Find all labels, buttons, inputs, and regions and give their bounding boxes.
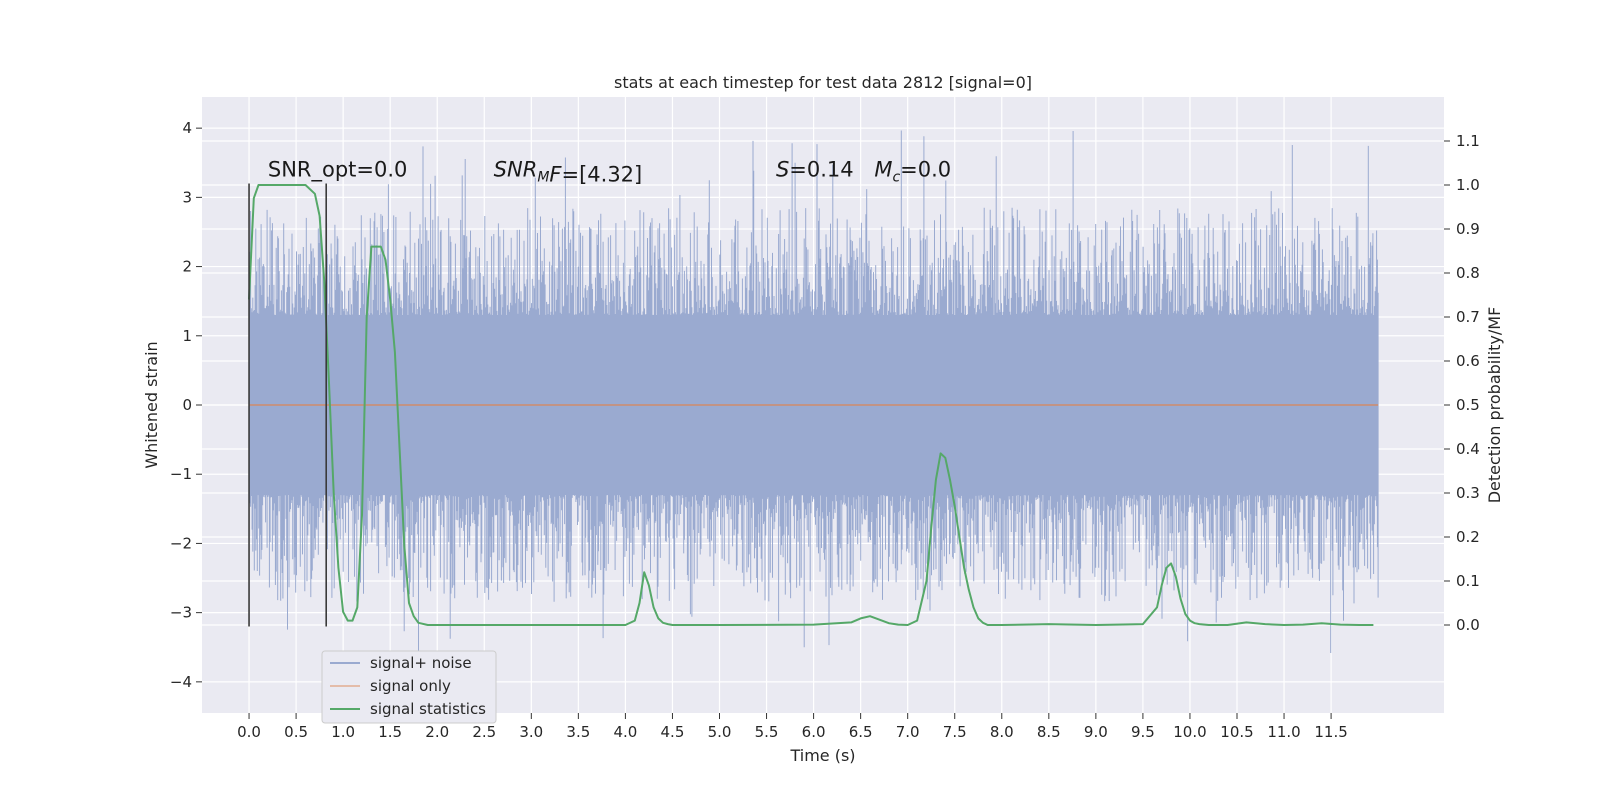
y-tick-label-right: 1.0 (1456, 176, 1480, 194)
annotation-snr-mf-sub: M (537, 170, 549, 186)
y-tick-label-left: −1 (170, 465, 192, 483)
x-tick-label: 0.0 (237, 723, 261, 741)
vertical-markers (248, 183, 328, 627)
y-tick-label-right: 0.6 (1456, 352, 1480, 370)
x-tick-label: 1.5 (378, 723, 402, 741)
x-tick-label: 7.5 (943, 723, 967, 741)
x-tick-label: 4.0 (613, 723, 637, 741)
legend-label-signal-statistics: signal statistics (370, 700, 486, 718)
y-tick-label-right: 0.8 (1456, 264, 1480, 282)
y-tick-label-left: 2 (182, 258, 192, 276)
annotation-s-mc: S=0.14 Mc=0.0 (776, 158, 951, 186)
x-tick-label: 10.0 (1173, 723, 1206, 741)
x-tick-label: 3.0 (519, 723, 543, 741)
y-tick-label-left: −4 (170, 673, 192, 691)
y-tick-label-right: 0.2 (1456, 528, 1480, 546)
annotation-mc-value: =0.0 (900, 158, 951, 182)
x-tick-label: 11.5 (1314, 723, 1347, 741)
legend: signal+ noise signal only signal statist… (321, 650, 497, 724)
x-tick-label: 11.0 (1267, 723, 1300, 741)
y-axis-right-ticks: 0.0 0.1 0.2 0.3 0.4 0.5 0.6 0.7 0.8 0.9 1.0 1.1 (1444, 132, 1480, 634)
x-axis-label: Time (s) (789, 746, 855, 765)
y-tick-label-right: 0.3 (1456, 484, 1480, 502)
signal-statistics-line (248, 184, 1374, 626)
x-tick-label: 9.0 (1084, 723, 1108, 741)
y-tick-label-left: −3 (170, 604, 192, 622)
y-tick-label-right: 1.1 (1456, 132, 1480, 150)
x-axis-ticks: 0.0 0.5 1.0 1.5 2.0 2.5 3.0 3.5 4.0 4.5 5.0 5.5 6.0 6… (237, 713, 1348, 741)
x-tick-label: 4.5 (661, 723, 685, 741)
x-tick-label: 2.5 (472, 723, 496, 741)
x-tick-label: 6.5 (849, 723, 873, 741)
x-tick-label: 8.0 (990, 723, 1014, 741)
x-tick-label: 5.0 (708, 723, 732, 741)
y-tick-label-right: 0.5 (1456, 396, 1480, 414)
x-tick-label: 10.5 (1220, 723, 1253, 741)
annotation-s-value: =0.14 (789, 158, 860, 182)
signal-statistics-series (248, 184, 1374, 626)
y-tick-label-right: 0.7 (1456, 308, 1480, 326)
x-tick-label: 2.0 (425, 723, 449, 741)
x-tick-label: 7.0 (896, 723, 920, 741)
legend-label-signal-noise: signal+ noise (370, 654, 472, 672)
legend-label-signal-only: signal only (370, 677, 451, 695)
y-axis-left-ticks: −4 −3 −2 −1 0 1 2 3 4 (170, 119, 202, 691)
annotation-snr-mf-num: =[4.32] (562, 163, 643, 187)
annotation-s-symbol: S (776, 158, 789, 182)
y-tick-label-right: 0.4 (1456, 440, 1480, 458)
y-axis-right-label: Detection probability/MF (1485, 307, 1504, 504)
annotations: SNR_opt=0.0 SNRMF=[4.32] S=0.14 Mc=0.0 (268, 158, 951, 187)
annotation-snr-mf: SNRMF=[4.32] (494, 158, 643, 187)
y-tick-label-right: 0.0 (1456, 616, 1480, 634)
y-tick-label-left: 4 (182, 119, 192, 137)
x-tick-label: 1.0 (331, 723, 355, 741)
annotation-snr-opt: SNR_opt=0.0 (268, 158, 408, 183)
annotation-snr-mf-base: SNR (494, 158, 538, 182)
y-tick-label-left: 1 (182, 327, 192, 345)
x-tick-label: 6.0 (802, 723, 826, 741)
y-tick-label-right: 0.1 (1456, 572, 1480, 590)
x-tick-label: 9.5 (1131, 723, 1155, 741)
legend-box (321, 650, 497, 724)
y-tick-label-left: −2 (170, 534, 192, 552)
y-tick-label-left: 3 (182, 188, 192, 206)
annotation-mc-sub: c (892, 170, 900, 186)
x-tick-label: 8.5 (1037, 723, 1061, 741)
y-axis-left-label: Whitened strain (142, 341, 161, 468)
chart-title: stats at each timestep for test data 281… (614, 73, 1032, 92)
annotation-mc-symbol: M (874, 158, 892, 182)
x-tick-label: 0.5 (284, 723, 308, 741)
y-tick-label-left: 0 (182, 396, 192, 414)
x-tick-label: 5.5 (755, 723, 779, 741)
y-tick-label-right: 0.9 (1456, 220, 1480, 238)
annotation-snr-mf-f: F (549, 163, 562, 187)
x-tick-label: 3.5 (566, 723, 590, 741)
